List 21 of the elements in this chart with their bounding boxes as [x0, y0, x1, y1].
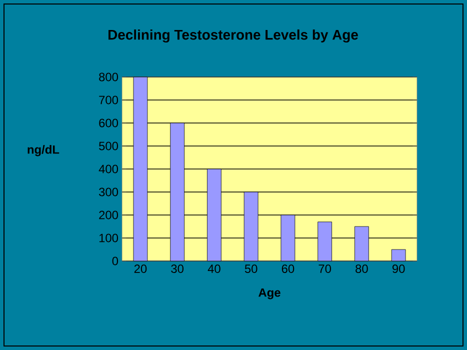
y-tick-label: 700 [99, 96, 118, 104]
y-tick-label: 100 [99, 234, 118, 242]
y-tick-label: 200 [99, 210, 118, 220]
x-tick-label: 60 [282, 264, 294, 273]
x-tick-label: 80 [356, 264, 368, 273]
bar [391, 249, 406, 262]
y-tick-label: 300 [98, 188, 118, 196]
chart-title: Declining Testosterone Levels by Age [108, 29, 358, 43]
x-tick-label: 30 [171, 264, 184, 273]
x-tick-label: 20 [134, 264, 147, 273]
y-tick-label: 800 [99, 72, 118, 82]
x-tick-label: 40 [208, 264, 220, 273]
x-axis-title: Age [258, 288, 280, 300]
y-tick-label: 400 [98, 164, 118, 174]
x-tick-label: 90 [392, 264, 405, 273]
x-tick-label: 50 [244, 264, 258, 273]
y-tick-label: 500 [99, 142, 118, 150]
y-tick-label: 600 [99, 118, 118, 128]
x-tick-label: 70 [318, 264, 332, 273]
y-tick-label: 0 [112, 256, 118, 266]
y-axis-title: ng/dL [28, 145, 60, 156]
